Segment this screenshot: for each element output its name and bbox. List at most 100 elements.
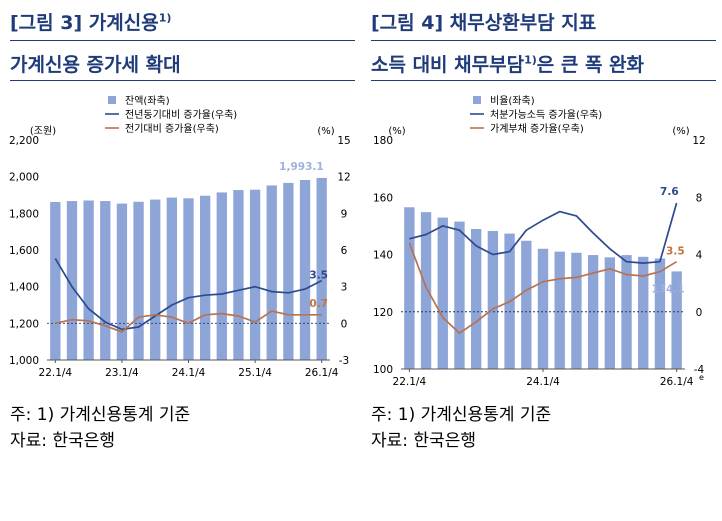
legend-label: 가계부채 증가율(우축): [490, 123, 584, 135]
x-tick-label: 24.1/4: [172, 367, 206, 379]
title-rule: [371, 40, 716, 41]
household-credit-chart: 잔액(좌축)전년동기대비 증가율(우축)전기대비 증가율(우축)(조원) (%)1…: [9, 95, 351, 379]
x-tick-label: 26.1/4: [305, 367, 339, 379]
right-tick-label: 9: [341, 208, 348, 220]
source-text: 자료: 한국은행: [10, 431, 115, 451]
legend-label: 전년동기대비 증가율(우축): [125, 109, 237, 121]
bar: [266, 185, 277, 360]
bar: [50, 201, 61, 360]
bar-last-label: 1,993.1: [279, 161, 324, 173]
legend-swatch: [473, 96, 481, 104]
left-axis-unit: (%): [388, 126, 405, 137]
right-tick-label: 0: [696, 307, 703, 319]
bar: [404, 207, 415, 369]
figure-3-title: [그림 3] 가계신용1): [10, 11, 172, 34]
right-axis-unit: (%): [317, 126, 334, 137]
left-tick-label: 1,200: [9, 318, 39, 330]
subtitle-rule: [10, 80, 355, 81]
bar: [199, 195, 211, 360]
bar-last-label: 134.1: [651, 283, 684, 295]
right-tick-label: 12: [692, 135, 705, 147]
right-tick-label: 12: [337, 172, 350, 184]
x-footnote: e: [699, 373, 704, 382]
bar: [420, 212, 432, 369]
bar: [470, 229, 482, 369]
bar: [671, 271, 682, 369]
right-tick-label: 4: [696, 250, 703, 262]
left-tick-label: 2,200: [9, 135, 39, 147]
legend-label: 잔액(좌축): [125, 95, 170, 107]
x-tick-label: 25.1/4: [238, 367, 272, 379]
left-tick-label: 2,000: [9, 172, 39, 184]
bar: [454, 221, 465, 369]
debt-burden-chart: 비율(좌축) 처분가능소득 증가율(우축) 가계부채 증가율(우축) (%) (%) 10…: [373, 95, 706, 388]
bar: [249, 189, 261, 360]
bar: [437, 217, 448, 369]
right-tick-label: 15: [337, 135, 350, 147]
right-tick-label: -3: [339, 355, 349, 367]
right-tick-label: 0: [341, 318, 348, 330]
yoy-line: [409, 202, 678, 264]
bar: [283, 182, 294, 360]
note-text: 주: 1) 가계신용통계 기준: [10, 405, 191, 425]
left-tick-label: 120: [373, 307, 393, 319]
figure-4-title: [그림 4] 채무상환부담 지표: [371, 12, 597, 34]
bar: [133, 201, 144, 360]
yoy-line: [54, 258, 323, 331]
right-tick-label: 8: [696, 192, 703, 204]
bar: [299, 179, 311, 360]
figure-3-subtitle: 가계신용 증가세 확대: [10, 54, 181, 76]
x-tick-label: 26.1/4: [660, 376, 694, 388]
bar: [554, 251, 565, 369]
qoq-last-label: 0.7: [309, 298, 328, 310]
right-tick-label: 6: [341, 245, 348, 257]
bar: [537, 248, 549, 369]
x-tick-label: 24.1/4: [526, 376, 560, 388]
bar: [166, 197, 178, 360]
left-tick-label: 180: [373, 135, 393, 147]
legend-label: 전기대비 증가율(우축): [125, 123, 219, 135]
bar: [66, 201, 78, 360]
x-tick-label: 23.1/4: [105, 367, 139, 379]
bar: [150, 199, 161, 360]
right-axis-unit: (%): [672, 126, 689, 137]
bar: [638, 256, 649, 369]
legend-swatch: [108, 96, 116, 104]
yoy-last-label: 7.6: [660, 186, 679, 198]
bar: [116, 203, 128, 360]
bar: [233, 190, 244, 360]
yoy-last-label: 3.5: [309, 270, 328, 282]
bar: [521, 240, 532, 369]
bar: [571, 252, 582, 369]
bar: [83, 200, 94, 360]
note-text: 주: 1) 가계신용통계 기준: [371, 405, 552, 425]
bar: [216, 192, 227, 360]
left-tick-label: 1,000: [9, 355, 39, 367]
left-tick-label: 140: [373, 250, 393, 262]
x-tick-label: 22.1/4: [39, 367, 73, 379]
x-tick-label: 22.1/4: [393, 376, 427, 388]
bar: [316, 177, 327, 360]
left-tick-label: 160: [373, 192, 393, 204]
bar: [183, 198, 194, 360]
legend-label: 처분가능소득 증가율(우축): [490, 109, 602, 121]
left-tick-label: 1,800: [9, 208, 39, 220]
qoq-last-label: 3.5: [666, 246, 685, 258]
bar: [100, 201, 111, 360]
left-axis-unit: (조원): [30, 125, 56, 137]
right-tick-label: 3: [341, 282, 348, 294]
left-tick-label: 100: [373, 364, 393, 376]
source-text: 자료: 한국은행: [371, 431, 476, 451]
bar: [654, 258, 666, 369]
qoq-line: [55, 310, 322, 333]
left-tick-label: 1,600: [9, 245, 39, 257]
qoq-line: [408, 242, 678, 335]
subtitle-rule: [371, 80, 716, 81]
title-rule: [10, 40, 355, 41]
left-tick-label: 1,400: [9, 282, 39, 294]
figure-4-subtitle: 소득 대비 채무부담1)은 큰 폭 완화: [371, 53, 645, 76]
legend-label: 비율(좌축): [490, 95, 535, 107]
bar: [487, 231, 499, 369]
bar: [604, 257, 616, 369]
right-tick-label: -4: [694, 364, 705, 376]
